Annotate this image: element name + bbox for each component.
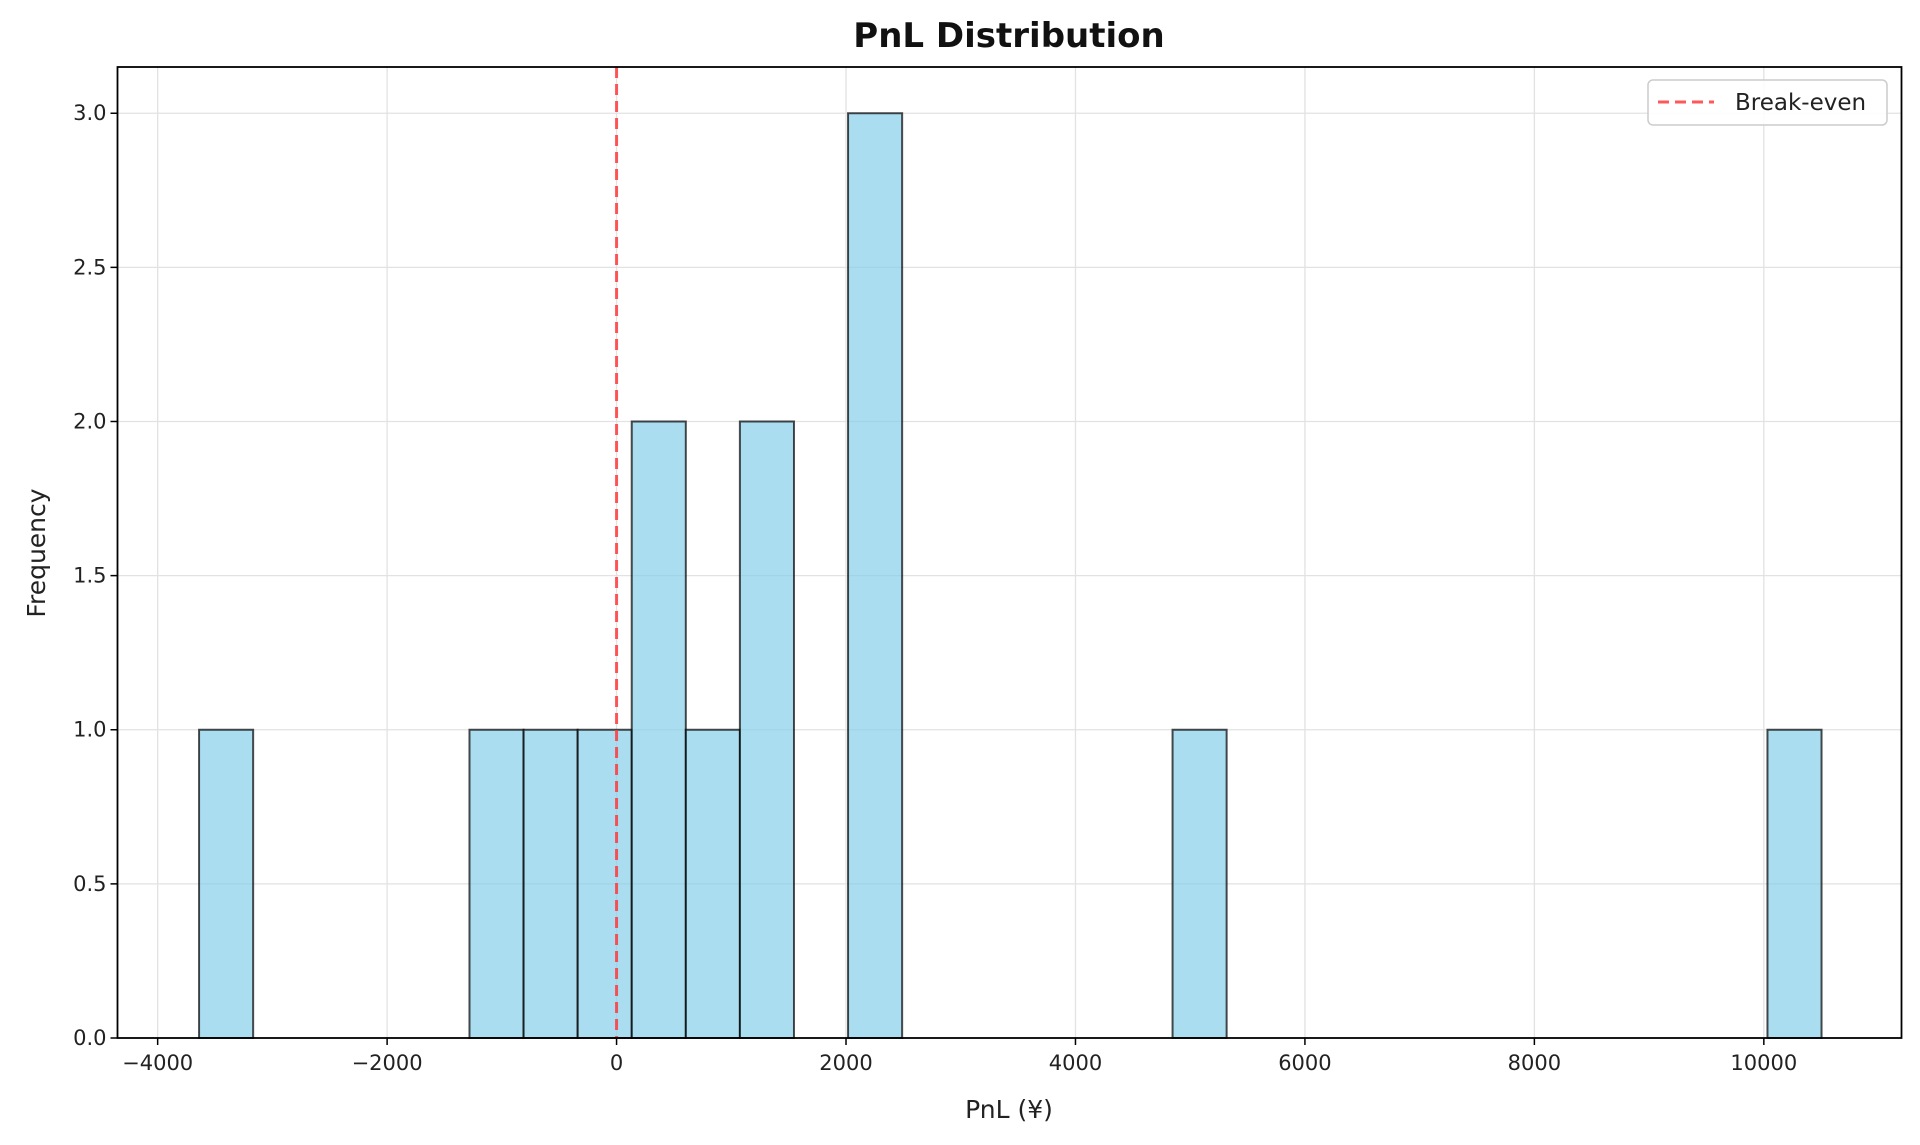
x-tick-label: 6000 [1278, 1051, 1331, 1075]
y-tick-label: 2.5 [73, 255, 106, 279]
y-tick-label: 0.0 [73, 1026, 106, 1050]
x-tick-label: −2000 [352, 1051, 423, 1075]
histogram-bar [576, 728, 633, 1039]
y-tick-label: 0.5 [73, 872, 106, 896]
x-tick-label: 4000 [1049, 1051, 1102, 1075]
x-tick-label: −4000 [122, 1051, 193, 1075]
x-tick-label: 10000 [1730, 1051, 1797, 1075]
bars [198, 112, 1823, 1039]
histogram-bar [1766, 728, 1823, 1039]
x-axis-label: PnL (¥) [965, 1095, 1053, 1124]
histogram-bar [684, 728, 741, 1039]
chart-title: PnL Distribution [853, 16, 1164, 56]
y-tick-label: 1.5 [73, 564, 106, 588]
histogram-bar [1171, 728, 1228, 1039]
grid [117, 67, 1902, 1039]
x-tick-label: 2000 [819, 1051, 872, 1075]
histogram-bar [847, 112, 904, 1039]
x-tick-label: 0 [610, 1051, 623, 1075]
legend: Break-even [1647, 79, 1888, 126]
legend-box [1647, 79, 1888, 126]
histogram-bar [738, 420, 795, 1039]
legend-label: Break-even [1735, 90, 1866, 116]
x-axis-ticks: −4000 −2000 0 2000 4000 6000 8000 10000 [122, 1038, 1797, 1075]
y-tick-label: 2.0 [73, 409, 106, 433]
histogram-bar [630, 420, 687, 1039]
x-tick-label: 8000 [1508, 1051, 1561, 1075]
plot-frame [116, 66, 1903, 1039]
y-axis-ticks: 0.0 0.5 1.0 1.5 2.0 2.5 3.0 [73, 101, 118, 1050]
histogram-bar [198, 728, 255, 1039]
y-tick-label: 1.0 [73, 718, 106, 742]
y-tick-label: 3.0 [73, 101, 106, 125]
histogram-bar [522, 728, 579, 1039]
y-axis-label: Frequency [22, 488, 51, 617]
histogram-bar [468, 728, 525, 1039]
